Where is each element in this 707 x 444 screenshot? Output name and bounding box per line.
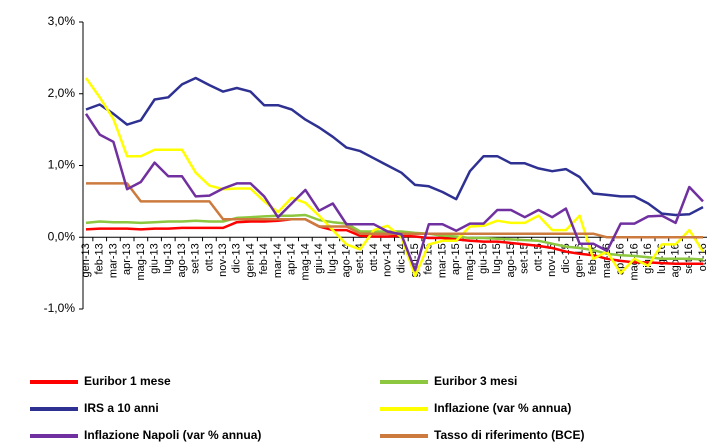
y-tick-label: 2,0% <box>48 86 76 100</box>
x-tick-label: feb-13 <box>94 243 106 274</box>
series-line <box>84 113 704 272</box>
x-tick-label: feb-14 <box>258 243 270 274</box>
x-tick-label: mag-15 <box>464 243 476 280</box>
x-tick-label: lug-13 <box>162 243 174 274</box>
x-tick-label: apr-15 <box>450 243 462 275</box>
x-tick-label: giu-14 <box>313 243 325 274</box>
y-tick-label: 0,0% <box>48 229 76 243</box>
x-tick-label: nov-15 <box>546 243 558 277</box>
series-line <box>85 76 704 217</box>
x-tick-label: mar-13 <box>107 243 119 278</box>
x-tick-label: mag-14 <box>299 243 311 280</box>
x-tick-label: mag-13 <box>135 243 147 280</box>
x-tick-label: set-15 <box>519 243 531 274</box>
x-tick-label: ago-13 <box>176 243 188 277</box>
x-tick-label: ago-14 <box>340 243 352 277</box>
x-tick-label: ago-15 <box>505 243 517 277</box>
series-line <box>85 218 703 266</box>
x-tick-label: giu-15 <box>478 243 490 274</box>
x-tick-label: dic-14 <box>395 243 407 273</box>
x-tick-label: gen-16 <box>574 243 586 277</box>
x-tick-label: ott-14 <box>368 243 380 271</box>
x-tick-label: lug-15 <box>491 243 503 274</box>
legend-label: Tasso di riferimento (BCE) <box>434 428 584 442</box>
x-tick-label: giu-13 <box>148 243 160 274</box>
x-tick-label: ott-16 <box>697 243 707 271</box>
legend-label: IRS a 10 anni <box>84 401 159 415</box>
x-tick-label: gen-14 <box>244 243 256 277</box>
legend-label: Inflazione Napoli (var % annua) <box>84 428 261 442</box>
x-tick-label: nov-14 <box>382 243 394 277</box>
y-tick-label: -1,0% <box>44 301 76 315</box>
x-tick-label: set-14 <box>354 243 366 274</box>
x-tick-label: nov-13 <box>217 243 229 277</box>
x-tick-label: ott-13 <box>203 243 215 271</box>
y-tick-label: 3,0% <box>48 14 76 28</box>
x-tick-label: lug-14 <box>327 243 339 274</box>
x-tick-label: mar-15 <box>436 243 448 278</box>
x-tick-label: ago-16 <box>669 243 681 277</box>
x-tick-label: feb-15 <box>423 243 435 274</box>
x-tick-label: set-13 <box>190 243 202 274</box>
x-tick-label: ott-15 <box>532 243 544 271</box>
x-tick-label: dic-13 <box>231 243 243 273</box>
x-tick-label: apr-14 <box>286 243 298 275</box>
x-tick-label: apr-13 <box>121 243 133 275</box>
y-tick-label: 1,0% <box>48 158 76 172</box>
legend-label: Euribor 3 mesi <box>434 374 517 388</box>
series-line <box>84 77 705 278</box>
legend-label: Inflazione (var % annua) <box>434 401 571 415</box>
x-tick-label: mar-14 <box>272 243 284 278</box>
legend-label: Euribor 1 mese <box>84 374 171 388</box>
x-tick-label: gen-13 <box>80 243 92 277</box>
